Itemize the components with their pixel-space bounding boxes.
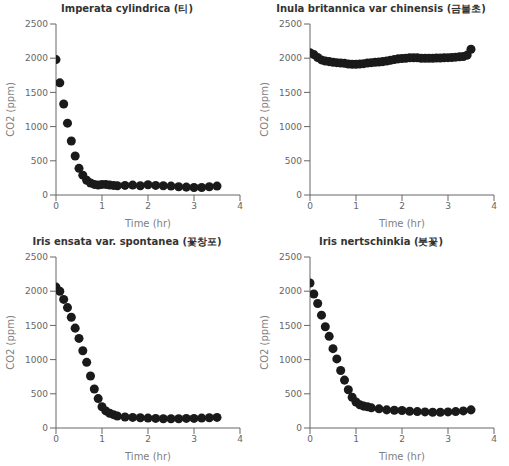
html-text:Iris nertschinkia (붓꽃): Iris nertschinkia (붓꽃) xyxy=(318,236,444,247)
svg-text:Time (hr): Time (hr) xyxy=(124,218,171,229)
svg-text:0: 0 xyxy=(42,423,48,433)
svg-text:0: 0 xyxy=(307,201,313,211)
svg-text:2: 2 xyxy=(145,201,151,211)
svg-text:1: 1 xyxy=(99,201,105,211)
svg-text:0: 0 xyxy=(307,434,313,444)
svg-text:2500: 2500 xyxy=(279,252,302,262)
svg-text:CO2 (ppm): CO2 (ppm) xyxy=(259,82,270,137)
svg-text:1000: 1000 xyxy=(279,355,302,365)
svg-text:4: 4 xyxy=(491,201,497,211)
svg-text:1500: 1500 xyxy=(279,321,302,331)
svg-text:1000: 1000 xyxy=(25,122,48,132)
svg-text:3: 3 xyxy=(191,201,197,211)
svg-text:3: 3 xyxy=(445,201,451,211)
svg-text:2000: 2000 xyxy=(25,53,48,63)
html-text:Inula britannica var chinensis: Inula britannica var chinensis (금불초) xyxy=(276,3,486,14)
svg-text:0: 0 xyxy=(42,190,48,200)
svg-text:2000: 2000 xyxy=(279,286,302,296)
svg-text:CO2 (ppm): CO2 (ppm) xyxy=(259,315,270,370)
svg-text:1500: 1500 xyxy=(279,88,302,98)
svg-text:3: 3 xyxy=(191,434,197,444)
svg-text:Time (hr): Time (hr) xyxy=(124,451,171,462)
svg-text:0: 0 xyxy=(53,434,59,444)
svg-text:2500: 2500 xyxy=(25,19,48,29)
html-text:Iris ensata var. spontanea (꽃창: Iris ensata var. spontanea (꽃창포) xyxy=(32,236,222,247)
svg-text:1000: 1000 xyxy=(25,355,48,365)
svg-text:2500: 2500 xyxy=(279,19,302,29)
svg-text:2000: 2000 xyxy=(25,286,48,296)
svg-text:4: 4 xyxy=(237,201,243,211)
svg-text:2: 2 xyxy=(145,434,151,444)
svg-text:2500: 2500 xyxy=(25,252,48,262)
svg-text:1: 1 xyxy=(353,201,359,211)
svg-text:500: 500 xyxy=(285,156,302,166)
html-text:Imperata cylindrica (티): Imperata cylindrica (티) xyxy=(61,3,193,14)
svg-text:0: 0 xyxy=(53,201,59,211)
svg-text:1: 1 xyxy=(353,434,359,444)
svg-text:0: 0 xyxy=(296,423,302,433)
svg-text:4: 4 xyxy=(491,434,497,444)
svg-text:4: 4 xyxy=(237,434,243,444)
svg-text:CO2 (ppm): CO2 (ppm) xyxy=(8,82,16,137)
svg-text:CO2 (ppm): CO2 (ppm) xyxy=(8,315,16,370)
svg-text:500: 500 xyxy=(31,389,48,399)
svg-text:500: 500 xyxy=(285,389,302,399)
svg-text:2: 2 xyxy=(399,434,405,444)
svg-text:Time (hr): Time (hr) xyxy=(378,451,425,462)
svg-text:1000: 1000 xyxy=(279,122,302,132)
svg-text:2: 2 xyxy=(399,201,405,211)
svg-text:1: 1 xyxy=(99,434,105,444)
svg-text:1500: 1500 xyxy=(25,88,48,98)
svg-text:2000: 2000 xyxy=(279,53,302,63)
svg-text:3: 3 xyxy=(445,434,451,444)
svg-text:Time (hr): Time (hr) xyxy=(378,218,425,229)
svg-text:500: 500 xyxy=(31,156,48,166)
svg-text:1500: 1500 xyxy=(25,321,48,331)
svg-text:0: 0 xyxy=(296,190,302,200)
